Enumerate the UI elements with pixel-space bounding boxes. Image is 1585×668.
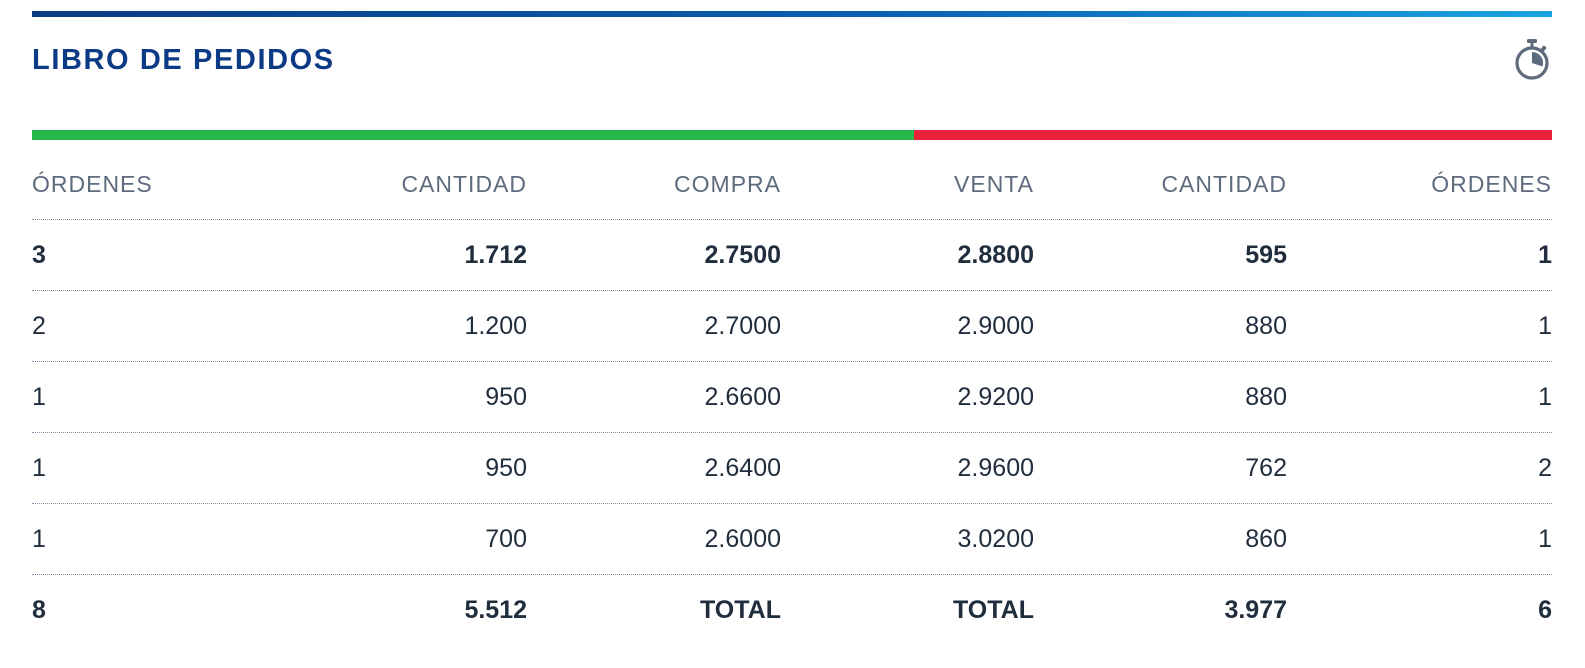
header-ask-price: VENTA — [954, 171, 1034, 197]
ask-quantity-cell: 762 — [1245, 453, 1287, 482]
ask-price-cell: 2.9600 — [957, 453, 1034, 482]
header-ask-orders: ÓRDENES — [1431, 171, 1552, 197]
ask-quantity-cell: 880 — [1245, 311, 1287, 340]
ask-quantity-cell: 860 — [1245, 524, 1287, 553]
total-ask-orders: 6 — [1538, 596, 1552, 624]
header-bid-orders: ÓRDENES — [32, 171, 153, 197]
bid-quantity-cell: 1.200 — [464, 311, 527, 340]
table-row: 1 950 2.6400 2.9600 762 2 — [32, 433, 1552, 504]
table-row: 2 1.200 2.7000 2.9000 880 1 — [32, 291, 1552, 362]
header-bid-quantity: CANTIDAD — [401, 171, 527, 197]
bid-quantity-cell: 1.712 — [464, 240, 527, 269]
bid-quantity-cell: 700 — [485, 524, 527, 553]
bid-quantity-cell: 950 — [485, 453, 527, 482]
total-bid-orders: 8 — [32, 596, 46, 624]
bid-orders-cell: 3 — [32, 240, 46, 269]
ask-price-cell: 2.8800 — [957, 240, 1034, 269]
ask-side-bar — [914, 130, 1552, 140]
ask-orders-cell: 1 — [1538, 524, 1552, 553]
bid-orders-cell: 1 — [32, 524, 46, 553]
table-totals-row: 8 5.512 TOTAL TOTAL 3.977 6 — [32, 575, 1552, 646]
bid-orders-cell: 2 — [32, 311, 46, 340]
top-accent-bar — [32, 11, 1552, 17]
bid-price-cell: 2.6600 — [704, 382, 781, 411]
table-row: 1 950 2.6600 2.9200 880 1 — [32, 362, 1552, 433]
table-row: 1 700 2.6000 3.0200 860 1 — [32, 504, 1552, 575]
table-header-row: ÓRDENES CANTIDAD COMPRA VENTA CANTIDAD Ó… — [32, 150, 1552, 220]
ask-price-cell: 2.9200 — [957, 382, 1034, 411]
bid-price-cell: 2.7500 — [704, 240, 781, 269]
bid-side-bar — [32, 130, 914, 140]
table-row: 3 1.712 2.7500 2.8800 595 1 — [32, 220, 1552, 291]
bid-price-cell: 2.6400 — [704, 453, 781, 482]
order-book-widget: LIBRO DE PEDIDOS ÓRDENES CANTIDAD COMPRA… — [32, 0, 1552, 668]
bid-price-cell: 2.7000 — [704, 311, 781, 340]
bid-orders-cell: 1 — [32, 453, 46, 482]
ask-price-cell: 2.9000 — [957, 311, 1034, 340]
ask-quantity-cell: 880 — [1245, 382, 1287, 411]
bid-orders-cell: 1 — [32, 382, 46, 411]
bid-quantity-cell: 950 — [485, 382, 527, 411]
ask-orders-cell: 1 — [1538, 311, 1552, 340]
ask-orders-cell: 1 — [1538, 382, 1552, 411]
header-bid-price: COMPRA — [674, 171, 781, 197]
ask-orders-cell: 1 — [1538, 240, 1552, 269]
total-ask-label: TOTAL — [952, 596, 1034, 624]
total-bid-quantity: 5.512 — [464, 596, 527, 624]
bid-price-cell: 2.6000 — [704, 524, 781, 553]
header-ask-quantity: CANTIDAD — [1161, 171, 1287, 197]
stopwatch-icon[interactable] — [1514, 38, 1550, 80]
widget-title: LIBRO DE PEDIDOS — [32, 44, 335, 76]
ask-orders-cell: 2 — [1538, 453, 1552, 482]
ask-quantity-cell: 595 — [1245, 240, 1287, 269]
ask-price-cell: 3.0200 — [957, 524, 1034, 553]
order-book-table: ÓRDENES CANTIDAD COMPRA VENTA CANTIDAD Ó… — [32, 150, 1552, 646]
total-ask-quantity: 3.977 — [1224, 596, 1287, 624]
total-bid-label: TOTAL — [699, 596, 781, 624]
